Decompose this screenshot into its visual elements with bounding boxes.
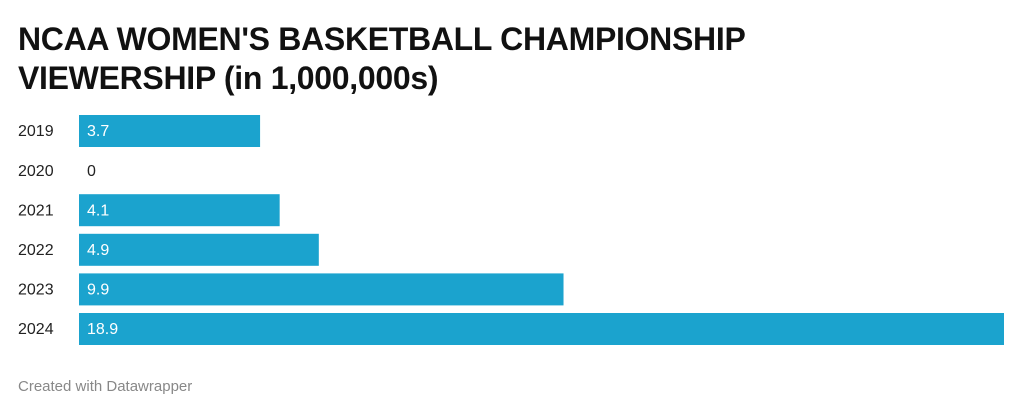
value-label: 0 [87,163,96,180]
category-label: 2023 [18,282,54,299]
value-label: 9.9 [87,282,109,299]
category-label: 2022 [18,242,54,259]
value-label: 18.9 [87,321,118,338]
bar [79,194,280,227]
bar [79,273,564,306]
value-label: 3.7 [87,123,109,140]
value-label: 4.1 [87,202,109,219]
bar [79,233,319,266]
credit: Created with Datawrapper [18,378,193,395]
chart-title: NCAA WOMEN'S BASKETBALL CHAMPIONSHIP VIE… [18,21,745,96]
bar [79,115,261,147]
chart: 2019 3.7 2020 0 2021 4.1 2022 4.9 2023 9.9 2024 18.… [18,115,1004,345]
category-label: 2019 [18,123,54,140]
category-label: 2021 [18,202,54,219]
bar [79,313,1004,345]
category-label: 2020 [18,163,54,180]
value-label: 4.9 [87,242,109,259]
category-label: 2024 [18,321,54,338]
